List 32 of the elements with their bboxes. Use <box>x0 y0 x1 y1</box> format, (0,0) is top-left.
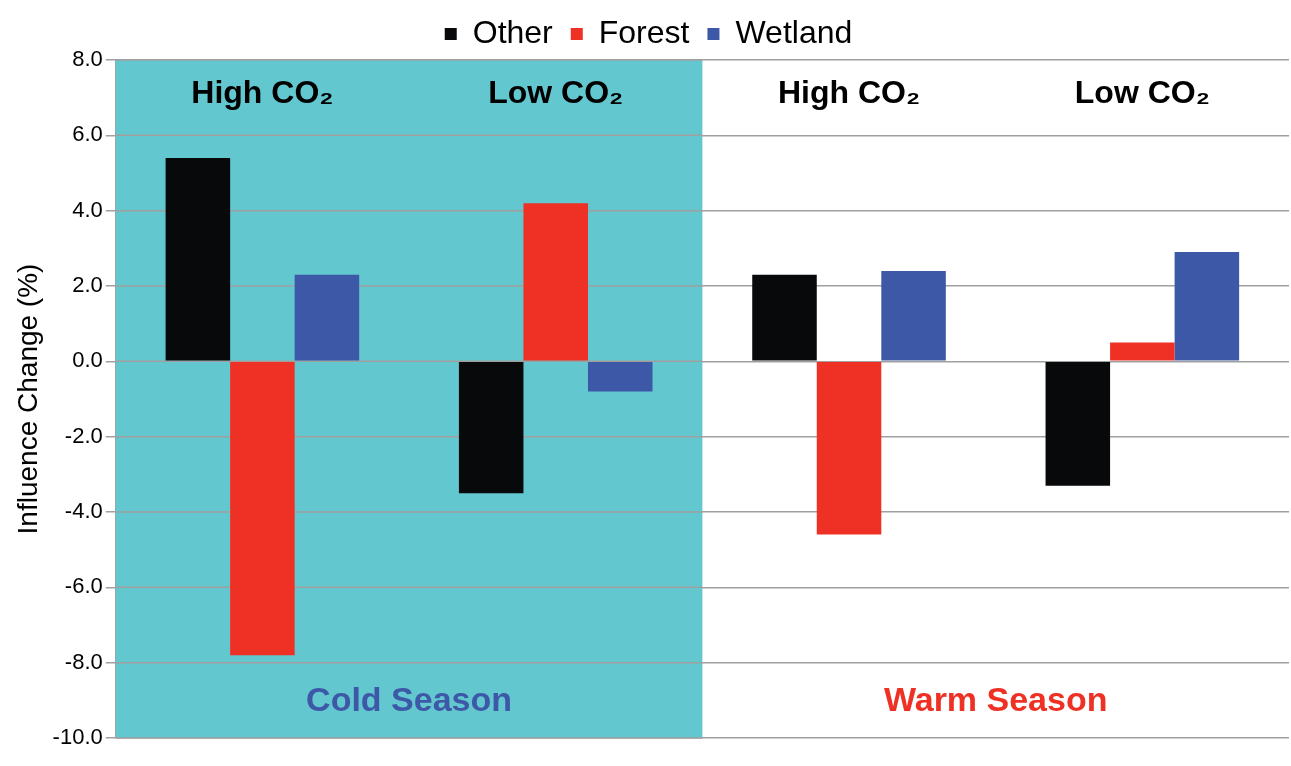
annotation: Warm Season <box>883 680 1108 719</box>
bar <box>1174 252 1240 361</box>
y-tick-label: 4.0 <box>72 196 103 222</box>
y-tick-label: 8.0 <box>72 46 103 72</box>
bar <box>523 203 588 361</box>
y-tick-label: -4.0 <box>64 498 103 524</box>
legend-label: Other <box>472 13 554 50</box>
bar <box>458 362 524 494</box>
y-axis-title: Influence Change (%) <box>11 263 43 535</box>
bar <box>1045 362 1111 486</box>
bar <box>587 362 653 392</box>
y-tick-label: -6.0 <box>64 573 103 599</box>
y-tick-label: 2.0 <box>72 272 103 298</box>
bar <box>881 270 946 361</box>
y-tick-label: 0.0 <box>72 347 103 373</box>
bar <box>165 157 231 361</box>
y-tick-label: -2.0 <box>64 422 103 448</box>
bar <box>230 362 295 656</box>
y-tick-label: -8.0 <box>64 648 103 674</box>
bar <box>752 274 817 361</box>
band-label: Cold Season <box>306 680 513 719</box>
bar <box>816 362 882 535</box>
x-tick-label: High CO₂ <box>777 73 921 110</box>
legend-label: Wetland <box>735 13 853 50</box>
bar <box>294 274 360 361</box>
x-tick-label: Low CO₂ <box>488 73 624 110</box>
legend-label: Forest <box>598 13 690 50</box>
y-tick-label: 6.0 <box>72 121 103 147</box>
x-tick-label: High CO₂ <box>191 73 334 110</box>
bar <box>1110 342 1175 361</box>
y-tick-label: -10.0 <box>52 724 103 750</box>
x-tick-label: Low CO₂ <box>1074 73 1210 110</box>
